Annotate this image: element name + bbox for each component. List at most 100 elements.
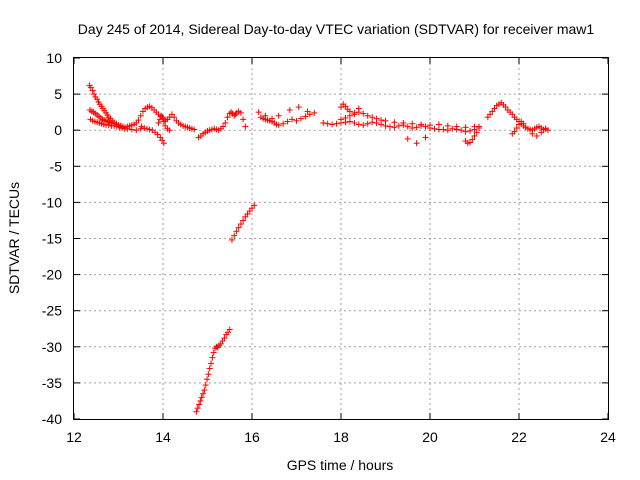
data-point xyxy=(302,113,309,120)
data-point xyxy=(224,114,231,121)
x-tick-label: 16 xyxy=(244,429,260,445)
data-point xyxy=(94,96,101,103)
y-tick-label: -25 xyxy=(42,303,62,319)
data-point xyxy=(284,118,291,125)
data-point xyxy=(346,118,353,125)
data-point xyxy=(364,120,371,127)
data-point xyxy=(124,125,131,132)
data-point xyxy=(222,119,229,126)
data-point xyxy=(382,117,389,124)
data-point xyxy=(355,121,362,128)
data-point xyxy=(533,132,540,139)
data-point xyxy=(206,365,213,372)
data-point xyxy=(133,127,140,134)
data-point xyxy=(324,120,331,127)
data-point xyxy=(251,202,258,209)
data-point xyxy=(333,120,340,127)
data-point xyxy=(205,371,212,378)
data-point xyxy=(242,123,249,130)
plot-frame xyxy=(73,57,609,420)
x-axis-label: GPS time / hours xyxy=(287,457,394,473)
data-point xyxy=(440,126,447,133)
data-point xyxy=(386,123,393,130)
data-point xyxy=(232,111,239,118)
data-point xyxy=(200,390,207,397)
x-tick-label: 24 xyxy=(600,429,616,445)
data-point xyxy=(138,123,145,130)
data-point xyxy=(137,112,144,119)
data-point xyxy=(373,115,380,122)
x-tick-label: 22 xyxy=(511,429,527,445)
data-point xyxy=(228,109,235,116)
y-tick-label: -20 xyxy=(42,267,62,283)
y-tick-label: -5 xyxy=(50,158,63,174)
data-point xyxy=(409,120,416,127)
data-point xyxy=(369,119,376,126)
data-point xyxy=(360,122,367,129)
data-point xyxy=(462,124,469,131)
data-point xyxy=(351,119,358,126)
data-point xyxy=(295,104,302,111)
data-point xyxy=(404,123,411,130)
data-point xyxy=(212,345,219,352)
axis-ticks xyxy=(73,57,609,420)
data-point xyxy=(293,117,300,124)
data-point xyxy=(538,129,545,136)
y-tick-label: 10 xyxy=(46,50,62,66)
data-point xyxy=(226,326,233,333)
data-point xyxy=(113,123,120,130)
data-point xyxy=(91,91,98,98)
data-point xyxy=(237,109,244,116)
data-point xyxy=(160,118,167,125)
data-point xyxy=(369,114,376,121)
data-point xyxy=(262,112,269,119)
data-point xyxy=(213,343,220,350)
data-point xyxy=(513,125,520,132)
data-point xyxy=(111,122,118,129)
data-point xyxy=(105,122,112,129)
data-point xyxy=(395,122,402,129)
y-tick-label: 0 xyxy=(54,122,62,138)
data-point xyxy=(289,116,296,123)
data-point xyxy=(364,112,371,119)
data-point xyxy=(413,124,420,131)
data-point xyxy=(193,408,200,415)
data-point xyxy=(237,221,244,228)
data-point xyxy=(422,123,429,130)
data-point xyxy=(220,123,227,130)
y-tick-label: -10 xyxy=(42,194,62,210)
data-point xyxy=(360,110,367,117)
data-point xyxy=(135,117,142,124)
data-point xyxy=(297,115,304,122)
data-point xyxy=(208,360,215,367)
data-point xyxy=(529,130,536,137)
data-point xyxy=(413,140,420,147)
data-point xyxy=(400,119,407,126)
data-point xyxy=(141,125,148,132)
y-tick-label: -15 xyxy=(42,231,62,247)
data-point xyxy=(191,126,198,133)
data-point xyxy=(201,387,208,394)
data-point xyxy=(196,401,203,408)
data-point xyxy=(202,382,209,389)
data-point xyxy=(469,136,476,143)
y-tick-labels: 10 5 0 -5 -10 -15 -20 -25 -30 -35 -40 xyxy=(42,50,62,427)
data-point xyxy=(166,127,173,134)
data-point xyxy=(458,127,465,134)
data-point xyxy=(338,116,344,123)
chart-title: Day 245 of 2014, Sidereal Day-to-day VTE… xyxy=(78,21,595,37)
data-point xyxy=(453,123,460,130)
y-axis-label: SDTVAR / TECUs xyxy=(6,182,22,294)
data-point xyxy=(119,125,126,132)
data-point xyxy=(311,109,318,116)
data-points xyxy=(86,82,551,415)
data-point xyxy=(146,126,153,133)
data-point xyxy=(160,140,167,147)
data-point xyxy=(275,122,282,129)
data-point xyxy=(520,120,527,127)
data-point xyxy=(473,129,480,136)
data-point xyxy=(128,126,135,133)
data-point xyxy=(542,125,549,132)
data-point xyxy=(467,127,474,134)
